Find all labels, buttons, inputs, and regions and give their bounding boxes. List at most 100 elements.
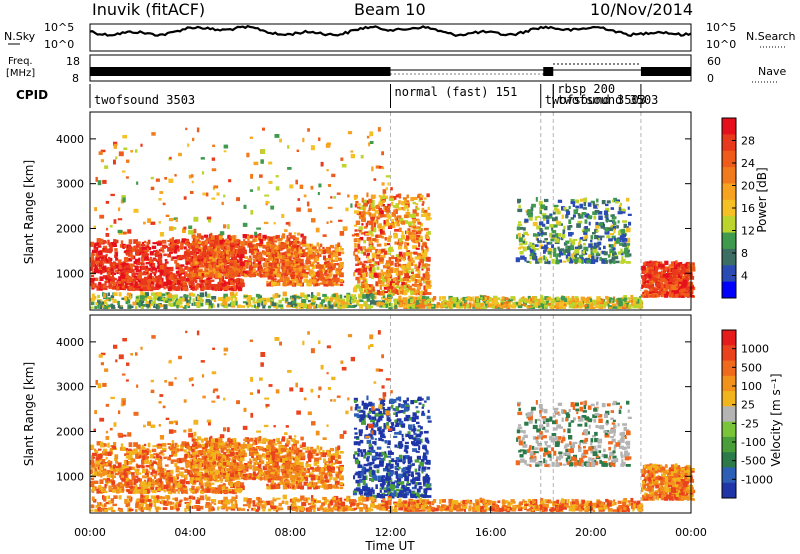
power-pixel — [371, 298, 375, 302]
power-pixel — [565, 249, 571, 253]
power-pixel — [418, 242, 421, 247]
power-pixel — [370, 233, 374, 237]
power-pixel — [395, 219, 400, 224]
power-pixel — [163, 273, 166, 277]
power-pixel — [590, 239, 593, 243]
power-pixel — [103, 260, 107, 264]
power-pixel — [170, 273, 176, 277]
power-pixel — [324, 259, 327, 262]
power-pixel — [426, 299, 431, 303]
power-pixel — [660, 283, 664, 289]
power-pixel — [426, 296, 430, 300]
power-pixel — [103, 259, 109, 262]
power-pixel — [627, 243, 631, 246]
power-pixel — [379, 284, 382, 287]
nave-label: Nave — [758, 65, 786, 78]
power-pixel — [245, 260, 250, 266]
power-pixel — [597, 211, 603, 215]
power-pixel — [180, 288, 183, 291]
power-pixel — [285, 255, 288, 258]
power-pixel — [335, 280, 338, 285]
power-pixel — [418, 255, 421, 259]
power-pixel — [281, 235, 286, 239]
power-pixel — [382, 295, 386, 298]
power-pixel — [325, 306, 329, 309]
power-pixel — [105, 299, 109, 302]
power-pixel — [613, 298, 617, 303]
power-pixel — [393, 209, 396, 212]
power-pixel — [196, 303, 201, 308]
power-pixel — [540, 295, 544, 300]
power-pixel — [423, 257, 427, 262]
power-pixel — [603, 301, 608, 304]
power-pixel — [248, 249, 254, 254]
power-pixel — [254, 263, 260, 268]
power-pixel — [544, 247, 549, 252]
power-pixel — [285, 297, 289, 302]
power-pixel — [653, 280, 657, 283]
power-pixel — [641, 285, 645, 288]
power-pixel — [379, 229, 383, 234]
power-pixel — [119, 244, 125, 248]
power-pixel — [413, 251, 418, 255]
power-pixel — [505, 301, 509, 304]
power-pixel — [675, 288, 681, 293]
power-pixel — [315, 256, 318, 262]
power-pixel — [91, 293, 95, 298]
power-pixel — [257, 259, 262, 265]
power-pixel — [431, 304, 434, 307]
power-pixel — [136, 243, 140, 248]
power-pixel — [371, 275, 374, 280]
power-pixel — [145, 303, 150, 308]
power-pixel — [278, 299, 282, 304]
power-pixel — [368, 272, 374, 277]
power-pixel — [137, 274, 141, 279]
power-pixel — [325, 257, 329, 260]
power-pixel — [267, 265, 272, 271]
power-pixel — [413, 303, 416, 307]
power-pixel — [108, 260, 112, 264]
beam-title: Beam 10 — [354, 0, 426, 19]
power-pixel — [218, 281, 224, 285]
power-pixel — [335, 270, 339, 276]
power-pixel — [299, 258, 304, 264]
power-pixel — [540, 233, 544, 237]
power-pixel — [544, 238, 547, 243]
power-pixel — [154, 272, 157, 276]
power-pixel — [265, 268, 269, 272]
power-pixel — [541, 304, 545, 309]
power-pixel — [198, 272, 203, 277]
power-pixel — [658, 276, 661, 281]
power-pixel — [394, 289, 398, 294]
power-pixel — [383, 254, 386, 258]
power-pixel — [543, 218, 546, 221]
power-pixel — [404, 273, 410, 279]
power-pixel — [420, 213, 426, 218]
power-pixel — [550, 298, 555, 304]
power-pixel — [149, 297, 153, 302]
power-pixel — [312, 246, 317, 250]
power-pixel — [200, 235, 204, 240]
power-pixel — [560, 248, 565, 251]
power-pixel — [149, 302, 152, 306]
power-pixel — [327, 265, 333, 271]
power-pixel — [363, 202, 368, 207]
power-pixel — [313, 296, 316, 300]
power-pixel — [92, 262, 95, 268]
power-pixel — [596, 229, 599, 233]
power-pixel — [112, 300, 117, 304]
power-pixel — [617, 211, 623, 215]
power-pixel — [239, 248, 245, 253]
power-pixel — [195, 274, 200, 278]
power-pixel — [166, 267, 171, 270]
power-pixel — [593, 302, 596, 306]
power-pixel — [90, 275, 95, 278]
power-pixel — [544, 198, 549, 203]
power-pixel — [564, 298, 568, 302]
power-pixel — [381, 281, 384, 285]
power-pixel — [601, 305, 605, 309]
power-pixel — [609, 248, 615, 254]
power-pixel — [184, 258, 189, 262]
power-pixel — [136, 283, 141, 287]
